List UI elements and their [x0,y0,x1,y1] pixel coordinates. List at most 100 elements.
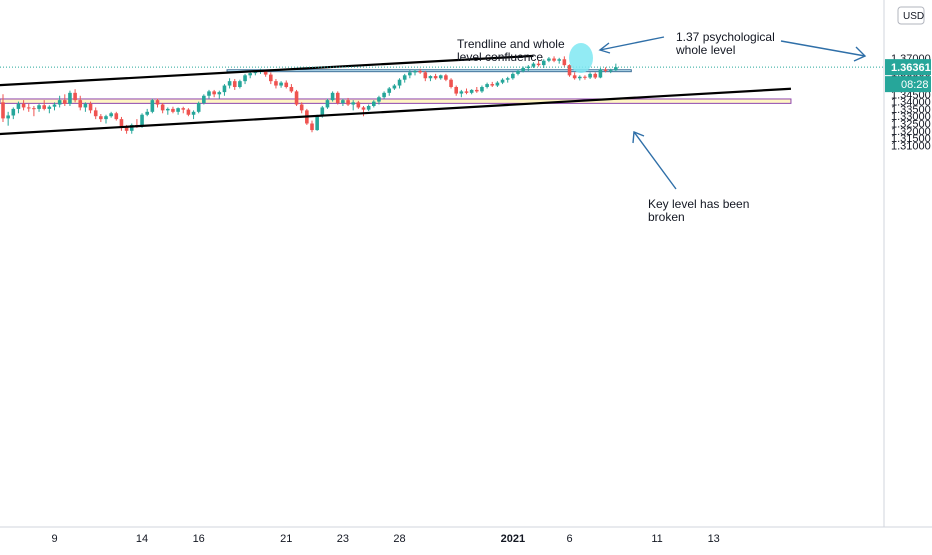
y-tick-label: 1.33000 [891,111,931,123]
candle-body [73,92,77,101]
candle [42,100,46,111]
candle [176,107,180,115]
candle [88,101,93,114]
candle-body [196,103,201,112]
candle [500,78,505,85]
candle [341,98,345,106]
candle-body [335,92,340,104]
candle [93,107,98,120]
candle-body [191,111,196,115]
candle-body [176,108,180,112]
x-tick-label: 11 [651,533,662,545]
candle [269,72,273,85]
candle [83,102,88,112]
candle [37,103,41,112]
candle-body [444,75,448,80]
candle [578,75,582,81]
candle [541,59,546,69]
candle [207,89,211,99]
candle [129,123,134,134]
annotation-broken: Key level has been broken [648,197,749,224]
y-tick-label: 1.33500 [891,104,931,116]
candle [423,70,428,82]
candle-body [320,107,325,117]
candle [454,85,458,96]
candle-body [202,95,206,104]
candle-body [315,116,319,131]
candle [109,111,113,118]
candle-body [217,92,222,95]
candle-body [346,100,350,105]
candle [114,111,119,121]
candle-body [531,63,536,67]
candle-body [99,116,103,120]
candle-body [423,72,428,79]
candle [248,71,252,79]
candle-body [145,111,149,115]
candle-body [464,91,469,93]
candle [567,64,572,77]
currency-badge[interactable] [897,6,925,25]
candle-body [557,59,561,61]
candle [52,102,57,111]
candle [387,87,392,96]
candle [78,95,83,111]
candle [593,72,598,79]
candle-body [78,100,83,108]
candle-body [207,91,211,96]
arrow-head [853,46,867,62]
candle-body [243,75,247,82]
candle [433,73,438,80]
candle-body [377,97,381,102]
candle [212,89,216,98]
candle-body [454,87,458,94]
candle-body [171,108,175,112]
candle-body [469,89,474,93]
candle [150,98,155,114]
candle [299,102,304,114]
candle [603,67,608,73]
candle-body [155,100,160,105]
candle-body [6,115,10,119]
y-tick-label: 1.31000 [891,140,931,152]
upper-key-zone [226,69,632,73]
candle [382,91,386,99]
candle [243,73,247,85]
candle [47,105,52,114]
candle [557,57,561,64]
candle [438,74,443,80]
candle [196,101,201,114]
candle [351,100,355,111]
candle [485,82,489,89]
x-tick-label: 9 [51,533,57,545]
candle [372,100,376,108]
candle-body [160,104,165,111]
candle [222,84,227,96]
candle-body [397,79,402,86]
candle [335,91,340,105]
candle [119,116,124,131]
x-tick-label: 13 [708,533,720,545]
candle-body [294,91,299,105]
candle [73,89,77,103]
lower-support-zone [0,98,792,104]
candle-body [212,91,216,95]
candle-body [459,91,464,94]
candle [361,105,366,117]
arrow-to-confluence [599,36,665,51]
last-price-tag [885,59,931,76]
candle-body [552,58,556,61]
candle [346,97,350,106]
candle-body [521,68,525,71]
candle-body [567,65,572,76]
candle-body [418,70,422,73]
candle [490,81,495,87]
candle-body [325,100,330,108]
candle [608,68,613,74]
candle [449,78,453,89]
candle [377,95,381,105]
candle [310,120,314,133]
candle-body [562,59,567,66]
candle-body [238,81,242,87]
